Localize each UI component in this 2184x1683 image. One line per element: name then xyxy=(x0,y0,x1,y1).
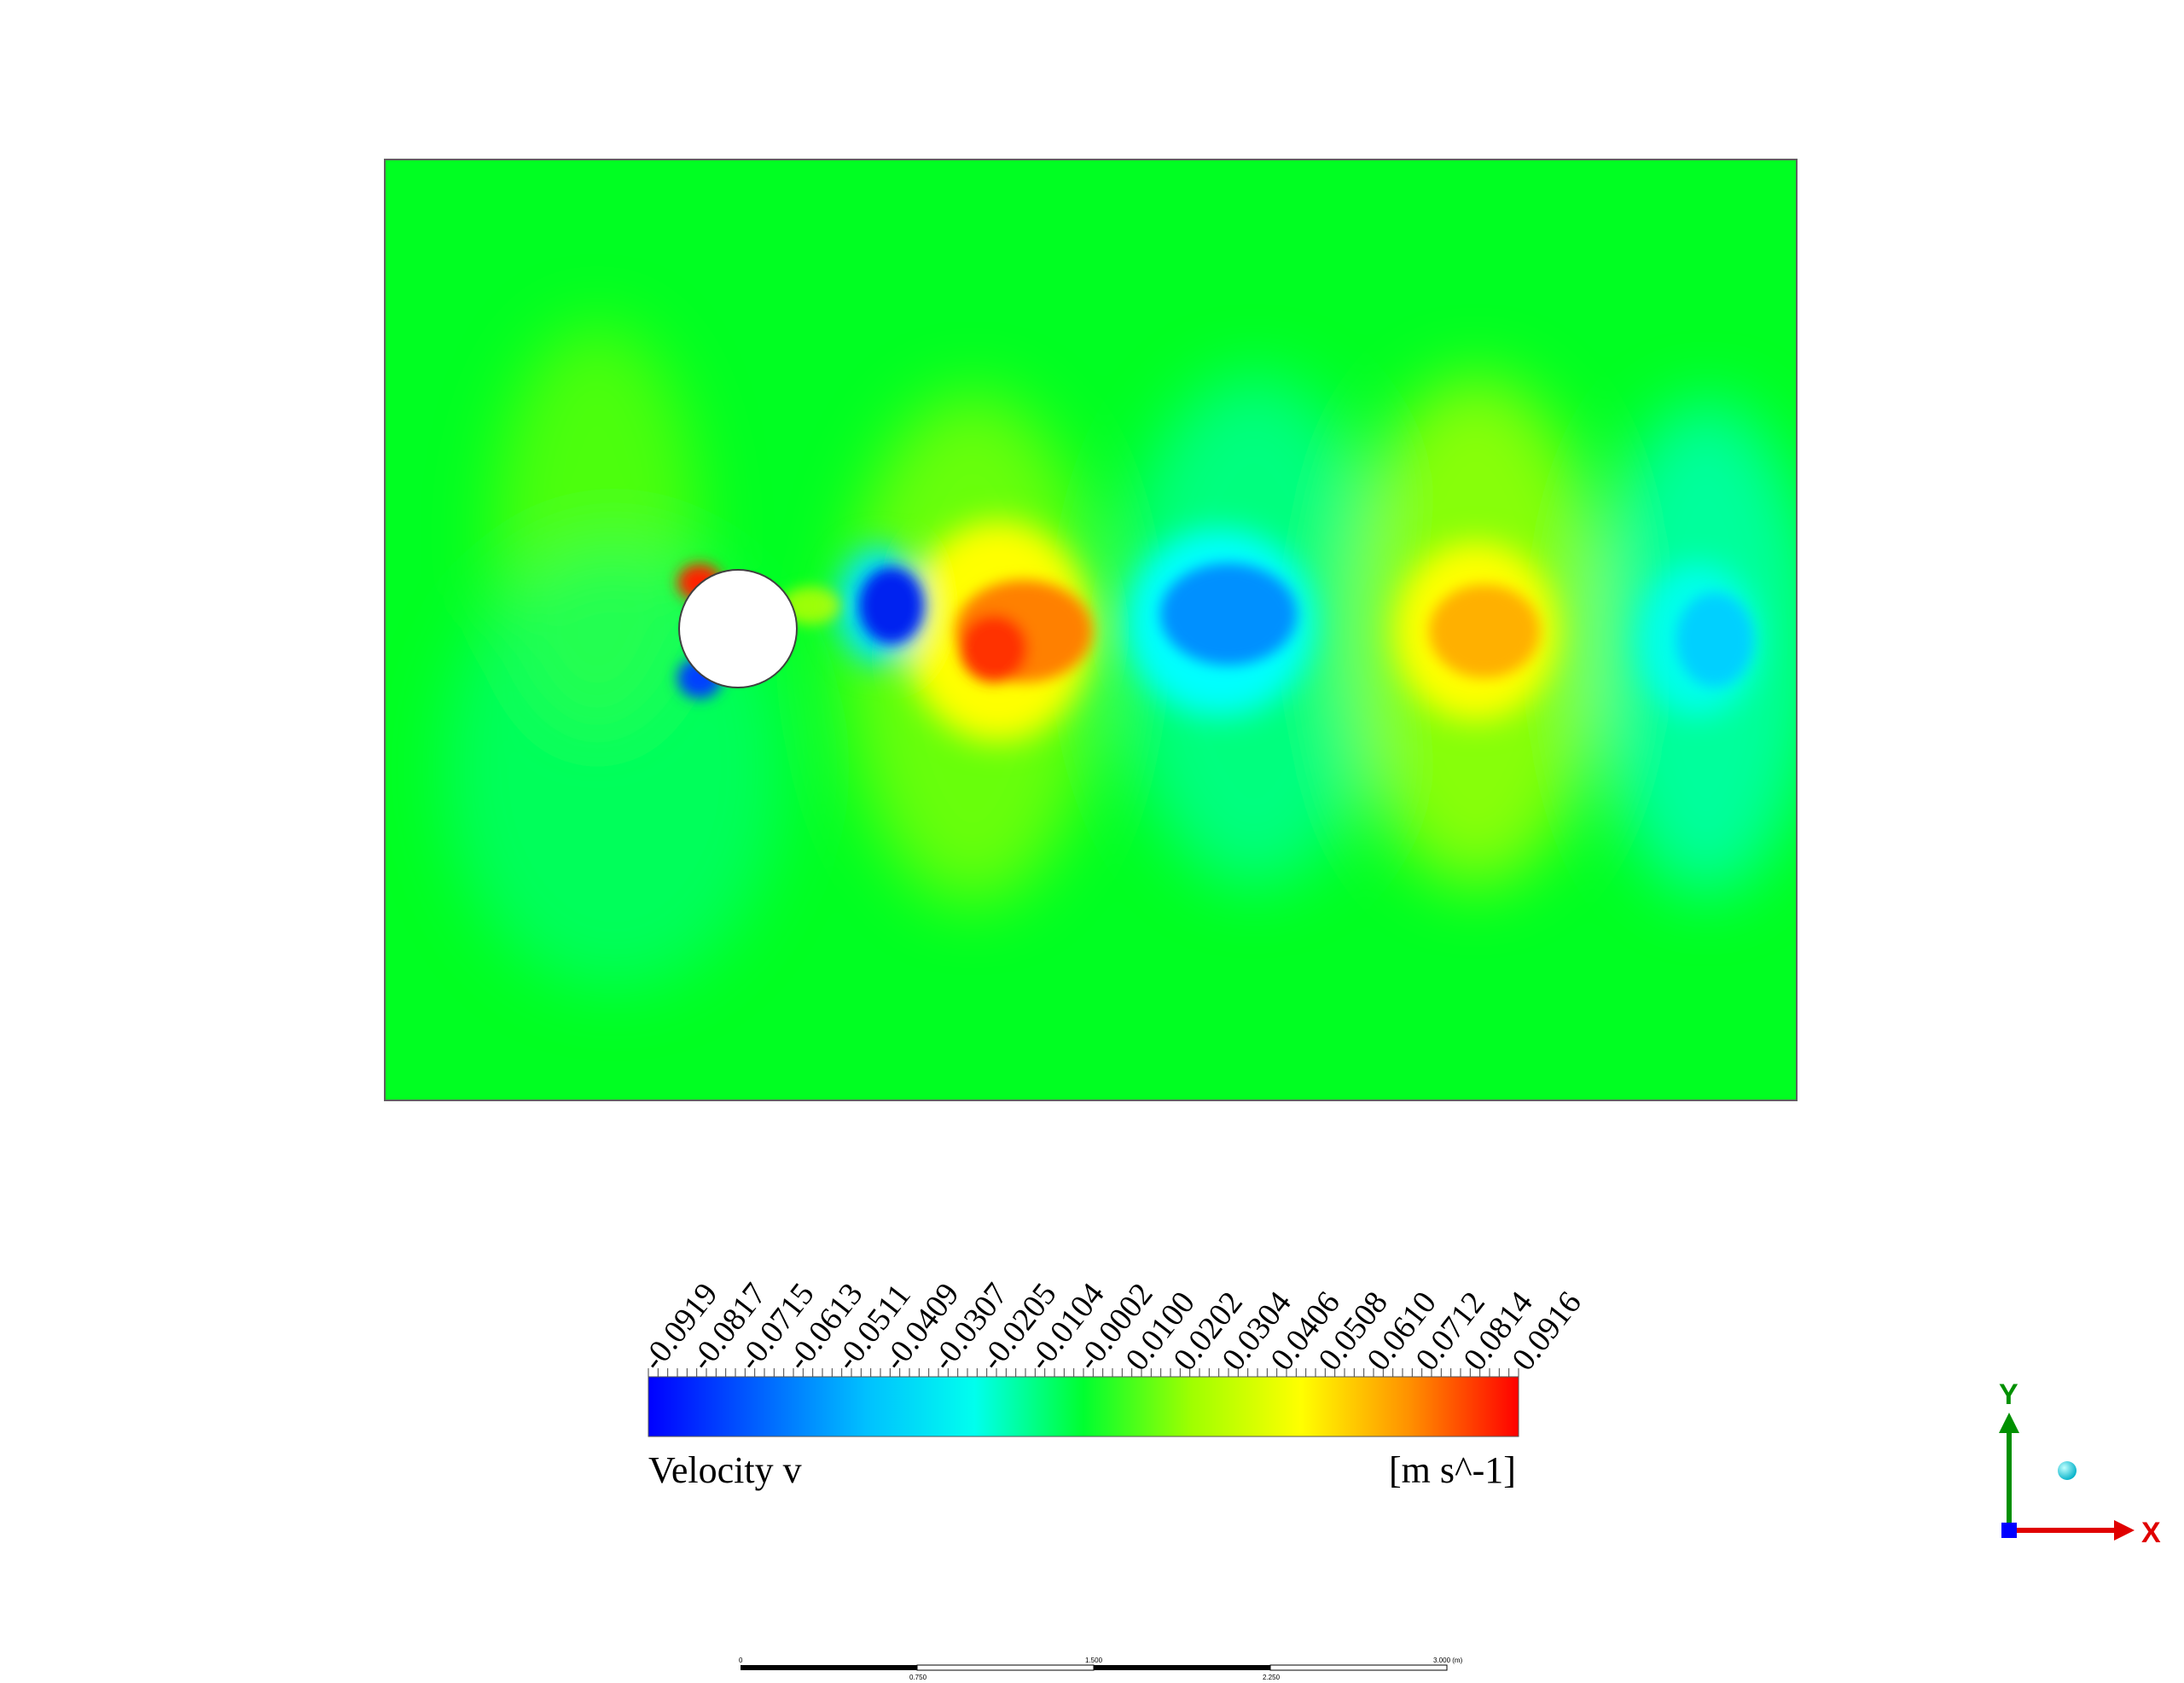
x-axis-arrowhead xyxy=(2114,1520,2135,1541)
velocity-contour-field xyxy=(385,160,1797,1100)
scale-label-0: 0 xyxy=(739,1657,743,1664)
y-axis-arrowhead xyxy=(1999,1413,2019,1433)
legend-units: [m s^-1] xyxy=(1389,1449,1516,1491)
y-axis-label: Y xyxy=(1999,1378,2018,1411)
domain-border xyxy=(384,159,1798,1101)
legend-tick-marks xyxy=(648,1368,1519,1377)
scale-label-3000: 3.000 (m) xyxy=(1433,1657,1463,1664)
z-axis-marker xyxy=(2001,1523,2017,1538)
scale-label-2250: 2.250 xyxy=(1263,1674,1281,1681)
view-sphere-icon[interactable] xyxy=(2058,1461,2077,1480)
x-axis-label: X xyxy=(2141,1517,2161,1549)
cylinder-obstacle xyxy=(678,569,798,688)
scale-label-0750: 0.750 xyxy=(909,1674,927,1681)
axes-triad[interactable]: X Y xyxy=(1999,1378,2161,1549)
vortex-wake-2 xyxy=(1160,563,1297,665)
vortex-wake-3 xyxy=(1429,584,1540,678)
scale-label-1500: 1.500 xyxy=(1085,1657,1103,1664)
legend-color-bar xyxy=(648,1368,1519,1437)
scale-bar: 0 1.500 3.000 (m) 0.750 2.250 xyxy=(739,1657,1463,1681)
core-layer xyxy=(677,563,1753,699)
vortex-wake-4 xyxy=(1676,593,1753,687)
vortex-near-wake xyxy=(859,567,924,644)
legend-title: Velocity v xyxy=(648,1449,802,1491)
